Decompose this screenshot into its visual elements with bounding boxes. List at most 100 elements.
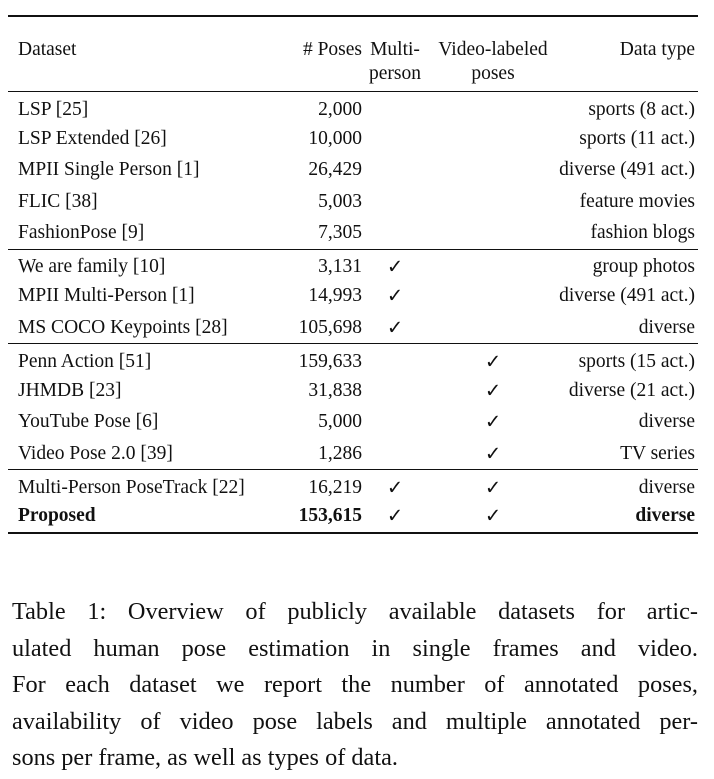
cell-multi-person	[362, 92, 428, 124]
header-poses-line2	[280, 63, 362, 92]
cell-poses: 5,003	[318, 190, 362, 212]
cell-multi-person	[362, 155, 428, 187]
cell-multi-person	[362, 344, 428, 376]
check-mark-icon: ✓	[484, 380, 502, 402]
cell-video-labeled	[428, 186, 558, 218]
table-body: LSP [25] 2,000 sports (8 act.) LSP Extended…	[8, 92, 698, 533]
cell-poses: 16,219	[308, 476, 362, 498]
check-mark-icon: ✓	[484, 443, 502, 465]
cell-dataset: Penn Action [51]	[18, 350, 152, 372]
cell-poses: 153,615	[298, 505, 362, 527]
table-row: MPII Multi-Person [1] 14,993 ✓ diverse (491…	[8, 281, 698, 313]
cell-video-labeled	[428, 92, 558, 124]
cell-dataset: LSP Extended [26]	[18, 127, 167, 149]
table-row: FashionPose [9] 7,305 fashion blogs	[8, 218, 698, 250]
table-row: LSP Extended [26] 10,000 sports (11 act.)	[8, 123, 698, 155]
cell-data-type: diverse	[635, 505, 695, 527]
cell-data-type: diverse	[638, 476, 695, 498]
cell-multi-person	[362, 438, 428, 470]
check-mark-icon: ✓	[386, 477, 404, 499]
cell-data-type: diverse (21 act.)	[568, 379, 695, 401]
header-video-labeled-line2: poses	[471, 63, 515, 84]
check-mark-icon: ✓	[484, 477, 502, 499]
cell-dataset: MPII Single Person [1]	[18, 159, 200, 181]
cell-data-type: fashion blogs	[590, 222, 695, 243]
check-mark-icon: ✓	[386, 506, 404, 528]
table-row: Penn Action [51] 159,633 ✓ sports (15 act.)	[8, 344, 698, 376]
cell-data-type: diverse	[638, 411, 695, 433]
header-data-type: Data type	[619, 39, 695, 60]
cell-data-type: sports (11 act.)	[579, 127, 695, 149]
cell-data-type: diverse (491 act.)	[559, 285, 695, 307]
cell-dataset: YouTube Pose [6]	[18, 411, 159, 433]
cell-poses: 26,429	[308, 159, 362, 181]
cell-data-type: sports (8 act.)	[588, 98, 695, 120]
cell-dataset: We are family [10]	[18, 256, 166, 277]
header-dataset: Dataset	[18, 39, 77, 60]
cell-video-labeled	[428, 123, 558, 155]
caption-line: For each dataset we report the number of…	[12, 671, 698, 699]
cell-dataset: Multi-Person PoseTrack [22]	[18, 476, 245, 498]
table-row: JHMDB [23] 31,838 ✓ diverse (21 act.)	[8, 375, 698, 407]
cell-dataset: MPII Multi-Person [1]	[18, 285, 195, 307]
table-row: YouTube Pose [6] 5,000 ✓ diverse	[8, 407, 698, 439]
cell-poses: 3,131	[318, 256, 362, 277]
check-mark-icon: ✓	[484, 351, 502, 373]
cell-multi-person	[362, 186, 428, 218]
cell-dataset: MS COCO Keypoints [28]	[18, 316, 228, 338]
caption-line: sons per frame, as well as types of data…	[12, 744, 398, 772]
check-mark-icon: ✓	[484, 412, 502, 434]
caption-line: availability of video pose labels and mu…	[12, 707, 698, 735]
check-mark-icon: ✓	[386, 317, 404, 339]
table-row: MPII Single Person [1] 26,429 diverse (491…	[8, 155, 698, 187]
cell-video-labeled	[428, 155, 558, 187]
table-row: We are family [10] 3,131 ✓ group photos	[8, 249, 698, 281]
cell-dataset: JHMDB [23]	[18, 379, 122, 401]
cell-data-type: group photos	[592, 256, 695, 277]
cell-poses: 14,993	[308, 285, 362, 307]
cell-video-labeled	[428, 249, 558, 281]
table-row: LSP [25] 2,000 sports (8 act.)	[8, 92, 698, 124]
cell-poses: 2,000	[318, 98, 362, 120]
header-multi-person-line2: person	[369, 63, 421, 84]
cell-poses: 31,838	[308, 379, 362, 401]
cell-multi-person	[362, 218, 428, 250]
cell-multi-person	[362, 407, 428, 439]
cell-poses: 5,000	[318, 411, 362, 433]
header-dataset-line2	[8, 63, 280, 92]
cell-dataset: Video Pose 2.0 [39]	[18, 442, 173, 464]
cell-dataset: FLIC [38]	[18, 190, 98, 212]
cell-data-type: diverse (491 act.)	[559, 159, 695, 181]
check-mark-icon: ✓	[386, 286, 404, 308]
check-mark-icon: ✓	[484, 506, 502, 528]
cell-data-type: feature movies	[579, 190, 695, 212]
cell-video-labeled	[428, 218, 558, 250]
cell-data-type: sports (15 act.)	[578, 350, 695, 372]
table-row: Video Pose 2.0 [39] 1,286 ✓ TV series	[8, 438, 698, 470]
header-video-labeled: Video-labeled	[438, 39, 548, 60]
header-multi-person: Multi-	[370, 39, 420, 60]
table-header: Dataset # Poses Multi- Video-labeled Dat…	[8, 16, 698, 92]
table-caption: Table 1: Overview of publicly available …	[12, 594, 698, 777]
cell-data-type: TV series	[620, 442, 695, 464]
table-row: MS COCO Keypoints [28] 105,698 ✓ diverse	[8, 312, 698, 344]
cell-multi-person	[362, 375, 428, 407]
cell-poses: 159,633	[298, 350, 362, 372]
datasets-table: Dataset # Poses Multi- Video-labeled Dat…	[8, 15, 698, 534]
check-mark-icon: ✓	[386, 257, 404, 278]
caption-line: Table 1: Overview of publicly available …	[12, 598, 698, 625]
table-row: Multi-Person PoseTrack [22] 16,219 ✓ ✓ diver…	[8, 470, 698, 502]
cell-data-type: diverse	[638, 316, 695, 338]
table-row: Proposed 153,615 ✓ ✓ diverse	[8, 501, 698, 533]
cell-poses: 10,000	[308, 127, 362, 149]
cell-dataset: LSP [25]	[18, 98, 89, 120]
cell-video-labeled	[428, 281, 558, 313]
cell-dataset: Proposed	[18, 505, 96, 527]
header-data-type-line2	[558, 63, 698, 92]
cell-video-labeled	[428, 312, 558, 344]
table-row: FLIC [38] 5,003 feature movies	[8, 186, 698, 218]
caption-line: ulated human pose estimation in single f…	[12, 634, 698, 662]
cell-dataset: FashionPose [9]	[18, 222, 145, 243]
cell-multi-person	[362, 123, 428, 155]
cell-poses: 7,305	[318, 222, 362, 243]
